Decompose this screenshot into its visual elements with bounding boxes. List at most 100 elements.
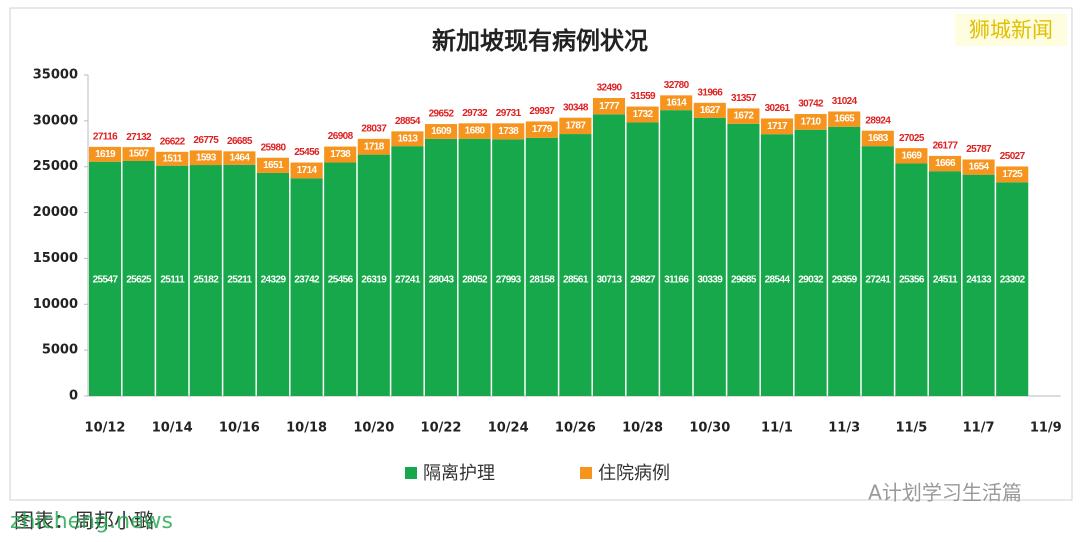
data-label: 1665 bbox=[834, 114, 855, 125]
total-label: 26622 bbox=[160, 136, 186, 147]
bar-segment bbox=[760, 118, 794, 135]
bar-segment bbox=[727, 108, 760, 124]
total-label: 27132 bbox=[126, 132, 152, 143]
total-label: 31024 bbox=[832, 96, 858, 107]
total-label: 29652 bbox=[429, 109, 455, 120]
bar-segment bbox=[223, 164, 256, 396]
data-label: 23742 bbox=[294, 275, 320, 286]
bar-segment bbox=[189, 150, 222, 166]
data-label: 24511 bbox=[933, 275, 958, 286]
total-label: 31559 bbox=[630, 91, 656, 102]
data-label: 1718 bbox=[364, 141, 385, 152]
data-label: 1614 bbox=[666, 97, 687, 108]
x-tick-label: 11/3 bbox=[828, 421, 860, 436]
watermark: A计划学习生活篇 bbox=[868, 481, 1022, 505]
total-label: 28854 bbox=[395, 116, 421, 127]
data-label: 28561 bbox=[563, 275, 589, 286]
data-label: 1609 bbox=[431, 126, 452, 137]
total-label: 29731 bbox=[496, 108, 522, 119]
bar-segment bbox=[223, 151, 256, 165]
bar-segment bbox=[626, 106, 659, 123]
data-label: 1627 bbox=[700, 105, 721, 116]
total-label: 28037 bbox=[361, 124, 387, 135]
x-tick-label: 10/18 bbox=[286, 421, 327, 436]
data-label: 1464 bbox=[229, 153, 250, 164]
total-label: 31966 bbox=[697, 87, 723, 98]
total-label: 26908 bbox=[328, 131, 354, 142]
data-label: 1593 bbox=[196, 152, 217, 163]
total-label: 29732 bbox=[462, 108, 488, 119]
bar-segment bbox=[424, 124, 458, 139]
bar-segment bbox=[256, 172, 290, 396]
data-label: 1666 bbox=[935, 158, 956, 169]
total-label: 27025 bbox=[899, 133, 925, 144]
data-label: 26319 bbox=[361, 275, 387, 286]
data-label: 1683 bbox=[868, 133, 889, 144]
x-tick-label: 10/12 bbox=[85, 421, 126, 436]
data-label: 1507 bbox=[129, 149, 150, 160]
bar-segment bbox=[357, 154, 390, 396]
bar-segment bbox=[525, 137, 558, 396]
y-tick-label: 30000 bbox=[33, 113, 78, 128]
y-tick-label: 20000 bbox=[33, 205, 78, 220]
data-label: 1714 bbox=[297, 165, 318, 176]
data-label: 25547 bbox=[93, 275, 119, 286]
bar-segment bbox=[928, 155, 962, 172]
data-label: 1710 bbox=[801, 117, 822, 128]
bar-segment bbox=[592, 114, 626, 396]
data-label: 1787 bbox=[565, 121, 586, 132]
data-label: 29359 bbox=[832, 275, 858, 286]
bar-segment bbox=[525, 121, 558, 138]
y-tick-label: 35000 bbox=[33, 68, 78, 83]
total-label: 32780 bbox=[664, 80, 690, 91]
chart-title: 新加坡现有病例状况 bbox=[432, 27, 648, 55]
bar-segment bbox=[861, 146, 894, 396]
total-label: 31357 bbox=[731, 93, 757, 104]
bar-segment bbox=[592, 98, 626, 115]
data-label: 1651 bbox=[263, 160, 284, 171]
bar-segment bbox=[828, 111, 861, 127]
bar-segment bbox=[391, 131, 424, 147]
bar-segment bbox=[424, 138, 458, 396]
bar-segment bbox=[693, 117, 726, 396]
bar-segment bbox=[189, 165, 222, 396]
data-label: 24133 bbox=[966, 275, 992, 286]
watermark-bg bbox=[955, 14, 1067, 46]
data-label: 25211 bbox=[227, 275, 252, 286]
data-label: 30713 bbox=[597, 275, 623, 286]
legend-swatch bbox=[580, 467, 592, 479]
total-label: 28924 bbox=[865, 115, 891, 126]
bar-segment bbox=[760, 134, 794, 396]
bar-segment bbox=[290, 178, 323, 396]
bar-segment bbox=[727, 123, 760, 396]
data-label: 27241 bbox=[395, 275, 421, 286]
footer: 图表：周邦小璐 bbox=[14, 509, 154, 533]
data-label: 23302 bbox=[1000, 275, 1026, 286]
bar-segment bbox=[88, 146, 122, 162]
total-label: 30348 bbox=[563, 102, 589, 113]
bar-segment bbox=[559, 117, 592, 135]
x-tick-label: 11/7 bbox=[963, 421, 995, 436]
x-tick-label: 10/14 bbox=[152, 421, 193, 436]
total-label: 29937 bbox=[529, 106, 555, 117]
x-tick-label: 10/30 bbox=[689, 421, 730, 436]
data-label: 27241 bbox=[865, 275, 891, 286]
bar-segment bbox=[458, 138, 491, 396]
bar-segment bbox=[794, 114, 827, 130]
data-label: 1738 bbox=[498, 126, 519, 137]
total-label: 26775 bbox=[193, 135, 219, 146]
data-label: 25111 bbox=[160, 275, 185, 286]
y-tick-label: 10000 bbox=[33, 297, 78, 312]
x-tick-label: 10/26 bbox=[555, 421, 596, 436]
bar-segment bbox=[660, 110, 693, 396]
total-label: 25980 bbox=[261, 142, 287, 153]
total-label: 25456 bbox=[294, 147, 320, 158]
bar-segment bbox=[895, 163, 928, 396]
bar-segment bbox=[122, 147, 155, 161]
data-label: 1613 bbox=[397, 133, 418, 144]
bar-segment bbox=[156, 165, 189, 396]
total-label: 30261 bbox=[765, 103, 791, 114]
watermark: zhicheng.news bbox=[10, 509, 173, 534]
data-label: 1619 bbox=[95, 149, 116, 160]
